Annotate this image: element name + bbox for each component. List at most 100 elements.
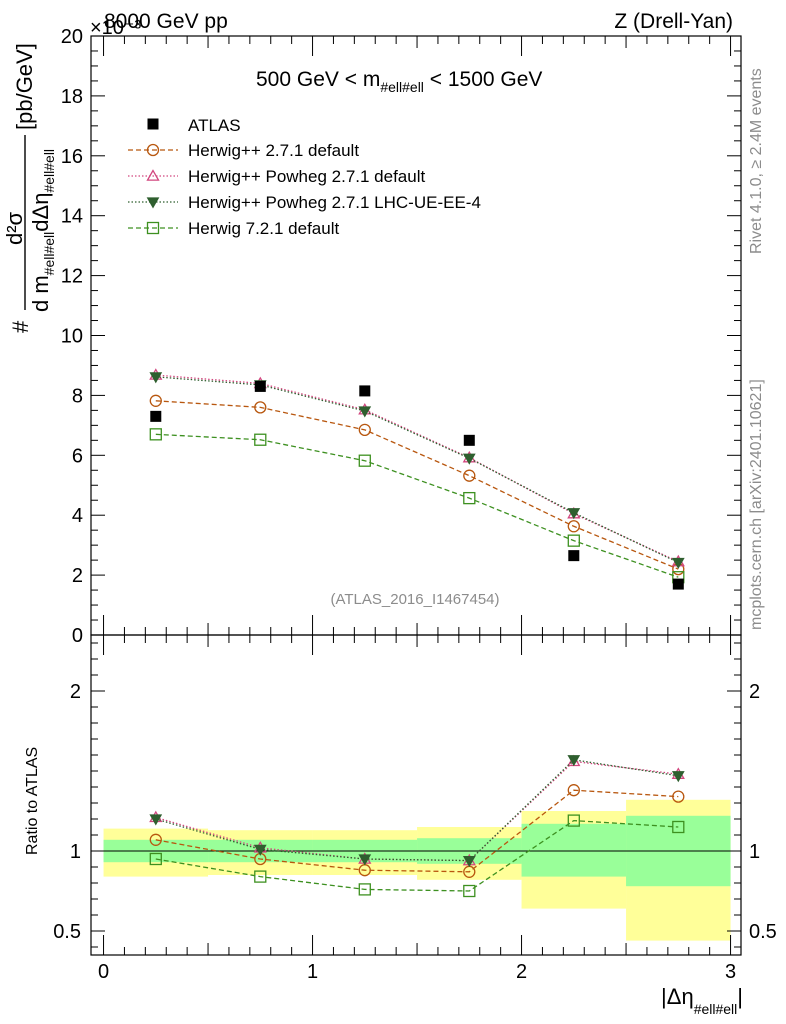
atlas-data-point: [463, 434, 475, 446]
ratio-series-point: [567, 814, 580, 827]
main-series-line: [155, 433, 679, 578]
ratio-series-point: [462, 855, 476, 868]
main-series-point: [463, 469, 476, 482]
main-series-point: [358, 423, 371, 436]
legend-label: Herwig 7.2.1 default: [188, 219, 339, 238]
ratio-series-point: [253, 844, 267, 856]
y-dm: d m#ell#elldΔη#ell#ell: [28, 149, 57, 312]
main-series-line: [155, 376, 679, 564]
atlas-data-point: [254, 380, 266, 392]
main-series-point: [254, 401, 267, 414]
ratio-series-point: [463, 884, 476, 898]
ratio-y-tick-label-right: 1: [749, 841, 760, 863]
ratio-series-line: [155, 819, 679, 892]
mass-range-sub: #ell#ell: [380, 79, 424, 95]
y-deta: dΔη: [28, 193, 53, 232]
main-series-point: [463, 491, 476, 505]
x-title-end: |: [737, 984, 743, 1009]
main-series-point: [358, 454, 371, 467]
main-series-point: [671, 557, 685, 570]
legend-label: Herwig++ 2.7.1 default: [188, 141, 359, 160]
ratio-series-line: [155, 789, 679, 873]
main-series-point: [254, 433, 267, 446]
main-y-tick-label: 16: [61, 146, 83, 168]
ratio-frame: 0 1 2 3 0.5 0.5 1 1 2 2: [53, 634, 777, 983]
mass-range-end: < 1500 GeV: [424, 68, 543, 91]
main-y-tick-label: 0: [72, 625, 83, 647]
ratio-series-point: [358, 854, 372, 866]
ratio-series-point: [672, 820, 685, 834]
legend-marker: [146, 221, 160, 235]
exponent-label: ×10⁻³: [90, 17, 141, 39]
main-series-point: [462, 453, 476, 465]
legend-marker: [146, 197, 160, 209]
ratio-y-title: Ratio to ATLAS: [24, 747, 41, 855]
main-series-line: [155, 400, 679, 570]
main-series-line: [155, 374, 679, 563]
main-y-tick-label: 4: [72, 505, 83, 527]
ratio-series-point: [254, 870, 267, 883]
ratio-bands: [103, 799, 731, 941]
legend-marker: [146, 169, 160, 181]
ratio-series: [149, 754, 685, 898]
rivet-label: Rivet 4.1.0, ≥ 2.4M events: [748, 68, 765, 254]
ratio-series-point: [149, 852, 162, 866]
ratio-series-point: [149, 833, 162, 846]
ratio-series-point: [149, 814, 163, 826]
main-y-tick-label: 18: [61, 86, 83, 108]
main-y-tick-label: 6: [72, 445, 83, 467]
atlas-data-point: [150, 410, 162, 422]
atlas-data-point: [672, 578, 684, 590]
ratio-series-point: [567, 784, 580, 797]
x-tick-label: 0: [98, 961, 109, 983]
legend-atlas-label: ATLAS: [188, 116, 241, 135]
main-series-point: [567, 534, 580, 547]
legend-label: Herwig++ Powheg 2.7.1 default: [188, 167, 425, 186]
main-series-point: [149, 394, 162, 407]
y-axis-title: # d²σ d m#ell#elldΔη#ell#ell [pb/GeV]: [2, 43, 57, 333]
y-deta-sub: #ell#ell: [41, 149, 57, 193]
main-series-point: [149, 372, 163, 384]
main-y-tick-label: 12: [61, 266, 83, 288]
x-title-sub: #ell#ell: [694, 1001, 738, 1017]
ratio-y-tick-label-right: 0.5: [749, 921, 777, 943]
analysis-id: (ATLAS_2016_I1467454): [330, 591, 499, 608]
y-d2sigma: d²σ: [2, 211, 27, 245]
main-y-tick-label: 8: [72, 385, 83, 407]
ratio-band-stat: [521, 823, 627, 877]
ratio-series-line: [155, 759, 679, 862]
x-tick-label: 3: [725, 961, 736, 983]
x-tick-label: 1: [307, 961, 318, 983]
main-y-tick-label: 20: [61, 26, 83, 48]
main-series: [149, 368, 685, 590]
ratio-y-tick-label-right: 2: [749, 681, 760, 703]
ratio-series-point: [358, 883, 371, 896]
x-axis-title: |Δη#ell#ell|: [661, 984, 743, 1017]
main-y-tick-label: 2: [72, 565, 83, 587]
ratio-series-point: [671, 771, 685, 783]
x-title-main: |Δη: [661, 984, 694, 1009]
atlas-data-point: [359, 385, 371, 397]
main-y-tick-label: 10: [61, 326, 83, 348]
main-series-point: [567, 520, 580, 533]
main-frame: 0 2 4 6 8 10 12 14 16 18 20: [61, 26, 742, 647]
y-hash: #: [8, 320, 33, 333]
legend-label: Herwig++ Powheg 2.7.1 LHC-UE-EE-4: [188, 193, 481, 212]
main-series-point: [567, 508, 581, 520]
atlas-data-point: [568, 550, 580, 562]
legend-marker: [146, 143, 160, 157]
ratio-series-point: [567, 755, 581, 767]
mass-range-title: 500 GeV < m#ell#ell < 1500 GeV: [256, 68, 542, 95]
y-unit: [pb/GeV]: [12, 43, 37, 130]
x-tick-label: 2: [516, 961, 527, 983]
legend: ATLAS Herwig++ 2.7.1 default Herwig++ Powh…: [128, 116, 481, 238]
legend-atlas-marker: [147, 118, 159, 130]
process-label: Z (Drell-Yan): [614, 10, 733, 33]
y-dm-sub: #ell#ell: [41, 232, 57, 276]
main-y-tick-label: 14: [61, 206, 83, 228]
mass-range-start: 500 GeV < m: [256, 68, 380, 91]
ratio-plot-frame: [90, 634, 742, 956]
y-dm-main: d m: [28, 275, 53, 312]
main-series-point: [149, 428, 162, 441]
